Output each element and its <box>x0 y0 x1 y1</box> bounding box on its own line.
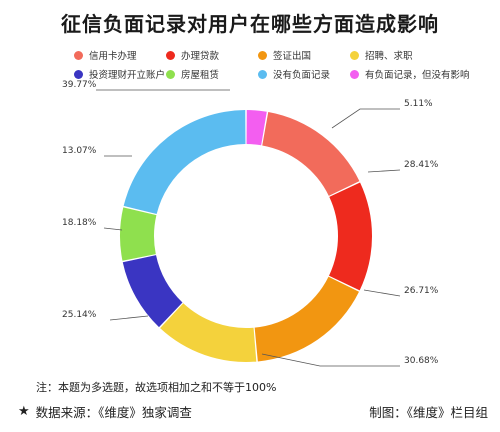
legend-swatch <box>350 50 359 60</box>
data-label: 5.11% <box>404 99 433 109</box>
legend-item: 信用卡办理 <box>74 48 166 62</box>
leader-line <box>367 169 401 173</box>
legend-item: 招聘、求职 <box>350 48 480 62</box>
chart-credit: 制图：《维度》栏目组 <box>369 405 488 420</box>
donut-slice <box>262 111 360 196</box>
leader-line <box>261 353 400 367</box>
source-line: ★ 数据来源：《维度》独家调查 <box>18 402 192 421</box>
donut-slice <box>123 110 246 215</box>
data-source: 数据来源：《维度》独家调查 <box>35 405 192 420</box>
footer: ★ 数据来源：《维度》独家调查 制图：《维度》栏目组 <box>18 402 488 421</box>
donut-slice <box>246 110 267 146</box>
data-label: 28.41% <box>404 160 439 170</box>
star-icon: ★ <box>18 404 30 419</box>
donut-slice <box>120 207 157 261</box>
donut-slice <box>122 255 183 328</box>
legend-label: 签证出国 <box>273 51 312 62</box>
data-label: 25.14% <box>62 310 97 320</box>
legend-swatch <box>258 69 267 79</box>
legend-item: 签证出国 <box>258 48 350 62</box>
donut-slice <box>254 276 360 362</box>
data-label: 13.07% <box>62 146 97 156</box>
leader-line <box>363 289 401 297</box>
legend-label: 房屋租赁 <box>181 70 220 81</box>
chart-title: 征信负面记录对用户在哪些方面造成影响 <box>61 12 439 36</box>
legend-swatch <box>74 50 83 60</box>
data-label: 30.68% <box>404 356 439 366</box>
legend-swatch <box>166 69 175 79</box>
chart-legend: 信用卡办理 办理贷款 签证出国 招聘、求职 投资理财开立账户 房屋租赁 没有负面… <box>74 48 474 81</box>
donut-slice <box>160 303 257 362</box>
legend-item: 办理贷款 <box>166 48 258 62</box>
legend-item: 有负面记录，但没有影响 <box>350 67 480 81</box>
legend-item: 没有负面记录 <box>258 67 350 81</box>
legend-swatch <box>258 50 267 60</box>
legend-swatch <box>350 69 359 79</box>
leader-line <box>331 108 400 129</box>
legend-label: 没有负面记录 <box>273 70 331 81</box>
leader-line <box>109 315 149 321</box>
legend-item: 投资理财开立账户 <box>74 67 166 81</box>
legend-label: 招聘、求职 <box>365 51 413 62</box>
legend-item: 房屋租赁 <box>166 67 258 81</box>
leader-line <box>103 227 123 231</box>
chart-note: 注：本题为多选题，故选项相加之和不等于100% <box>36 381 277 394</box>
data-label: 39.77% <box>62 80 97 90</box>
legend-swatch <box>74 69 83 79</box>
legend-label: 信用卡办理 <box>89 51 137 62</box>
data-label: 18.18% <box>62 218 97 228</box>
legend-label: 投资理财开立账户 <box>89 70 166 81</box>
data-label: 26.71% <box>404 286 439 296</box>
donut-slice <box>328 182 372 291</box>
legend-label: 办理贷款 <box>181 51 220 62</box>
legend-swatch <box>166 50 175 60</box>
legend-label: 有负面记录，但没有影响 <box>365 70 470 81</box>
